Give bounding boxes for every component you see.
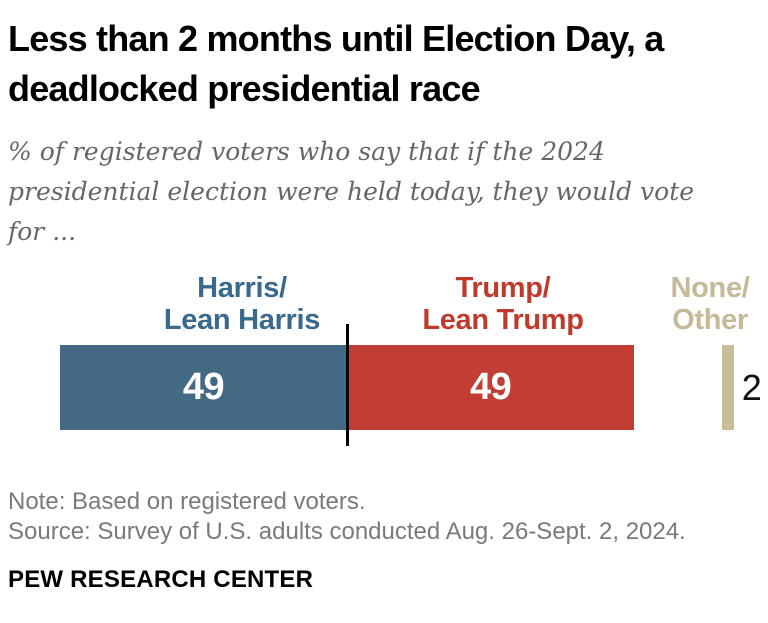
bar-value-harris: 49 xyxy=(182,366,225,408)
bar-segment-none-other xyxy=(722,345,734,430)
legend-label-trump: Trump/ Lean Trump xyxy=(422,272,584,336)
midpoint-line xyxy=(346,324,349,446)
bar-value-none-other: 2 xyxy=(741,366,762,408)
brand-wordmark: PEW RESEARCH CENTER xyxy=(8,566,314,593)
bar-segment-harris: 49 xyxy=(60,345,348,430)
source-text: Source: Survey of U.S. adults conducted … xyxy=(8,518,686,545)
legend-label-none-other: None/ Other xyxy=(670,272,750,336)
chart-title: Less than 2 months until Election Day, a… xyxy=(8,18,664,109)
bar-value-trump: 49 xyxy=(470,366,512,408)
chart-subtitle: % of registered voters who say that if t… xyxy=(8,137,695,246)
bar-segment-trump: 49 xyxy=(347,345,635,430)
note-text: Note: Based on registered voters. xyxy=(8,488,366,515)
legend-label-harris: Harris/ Lean Harris xyxy=(163,272,321,336)
